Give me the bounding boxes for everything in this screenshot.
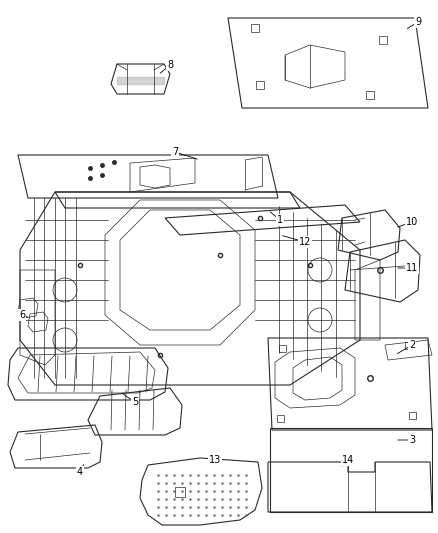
Text: 7: 7 [172, 147, 178, 157]
Text: 1: 1 [277, 215, 283, 225]
Text: 5: 5 [132, 397, 138, 407]
Text: 6: 6 [19, 310, 25, 320]
Text: 12: 12 [299, 237, 311, 247]
Text: 14: 14 [342, 455, 354, 465]
Text: 10: 10 [406, 217, 418, 227]
Text: 13: 13 [209, 455, 221, 465]
Text: 8: 8 [167, 60, 173, 70]
Text: 9: 9 [415, 17, 421, 27]
Text: 3: 3 [409, 435, 415, 445]
Text: 2: 2 [409, 340, 415, 350]
Text: 4: 4 [77, 467, 83, 477]
Text: 11: 11 [406, 263, 418, 273]
